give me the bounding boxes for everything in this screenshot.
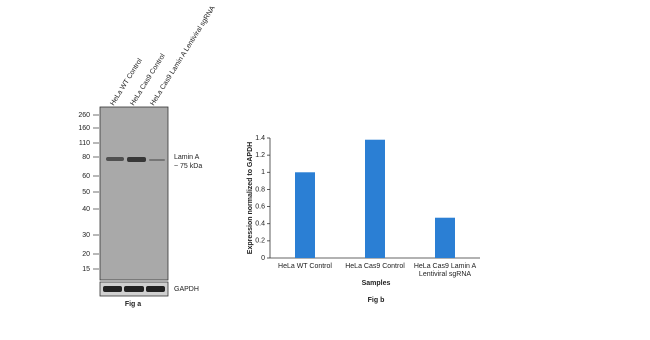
marker-label: 60 [82,173,90,180]
y-tick-label: 1 [261,169,265,176]
caption: Fig b [368,297,385,304]
marker-label: 80 [82,154,90,161]
band [149,159,165,161]
marker-label: 50 [82,189,90,196]
y-tick-label: 0.8 [255,186,265,193]
bar [435,217,455,258]
x-tick-label: HeLa Cas9 Control [345,263,405,270]
y-tick-label: 0.6 [255,203,265,210]
band-label: ~ 75 kDa [174,163,202,170]
y-tick-label: 0.4 [255,221,265,228]
marker-label: 30 [82,232,90,239]
y-tick-label: 1.4 [255,135,265,142]
x-tick-label: HeLa WT Control [278,263,332,270]
x-tick-label: HeLa Cas9 Lamin A Lentiviral sgRNA [414,263,477,278]
marker-label: 20 [82,251,90,258]
band [127,157,146,162]
marker-label: 260 [78,112,90,119]
band [103,286,122,292]
marker-label: 15 [82,266,90,273]
y-tick-label: 0.2 [255,238,265,245]
y-tick-label: 1.2 [255,152,265,159]
marker-label: 40 [82,206,90,213]
band-label: Lamin A [174,154,200,161]
marker-label: 110 [79,140,90,147]
y-axis-label: Expression normalized to GAPDH [247,142,254,254]
bar [295,172,315,258]
x-axis-label: Samples [362,280,391,287]
bar [365,139,385,258]
band [146,286,165,292]
band [106,157,124,161]
marker-label: 160 [78,125,90,132]
loading-label: GAPDH [174,286,199,293]
caption: Fig a [125,301,141,308]
y-tick-label: 0 [261,255,265,262]
band [124,286,144,292]
blot-panel [99,106,169,281]
